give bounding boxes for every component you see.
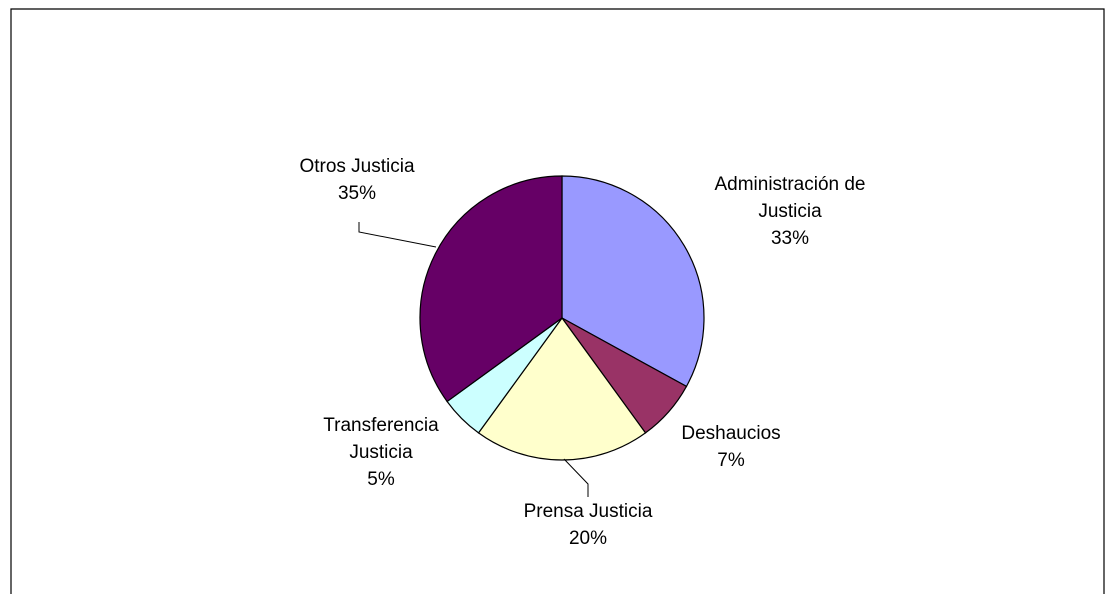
slice-name-label: Administración de [714,174,865,195]
slice-name-label: Prensa Justicia [524,501,653,522]
pie-slice-5 [419,175,563,403]
leader-line-3 [563,458,589,497]
slice-percent-label: 5% [367,469,395,490]
chart-border [10,8,1105,594]
leader-line-5 [358,222,437,248]
slice-percent-label: 33% [771,228,809,249]
slice-label-1: Administración de Justicia 33% [714,174,865,249]
slice-percent-label: 20% [569,528,607,549]
slice-label-4: Transferencia Justicia 5% [323,415,439,490]
slice-name-label: Transferencia [323,415,439,436]
slice-name-label: Justicia [758,201,822,222]
slice-percent-label: 35% [338,183,376,204]
leader-lines-layer [358,222,589,497]
pie-slice-1 [561,175,705,388]
slice-name-label: Deshaucios [681,423,780,444]
pie-slice-3 [477,316,647,461]
slice-label-2: Deshaucios 7% [681,423,780,471]
labels-layer: Administración de Justicia 33% Deshaucios 7%… [299,156,865,549]
slice-name-label: Justicia [349,442,413,463]
slice-label-5: Otros Justicia 35% [299,156,415,204]
slices-layer [419,175,705,461]
slice-label-3: Prensa Justicia 20% [524,501,653,549]
slice-name-label: Otros Justicia [299,156,415,177]
slice-percent-label: 7% [717,450,745,471]
